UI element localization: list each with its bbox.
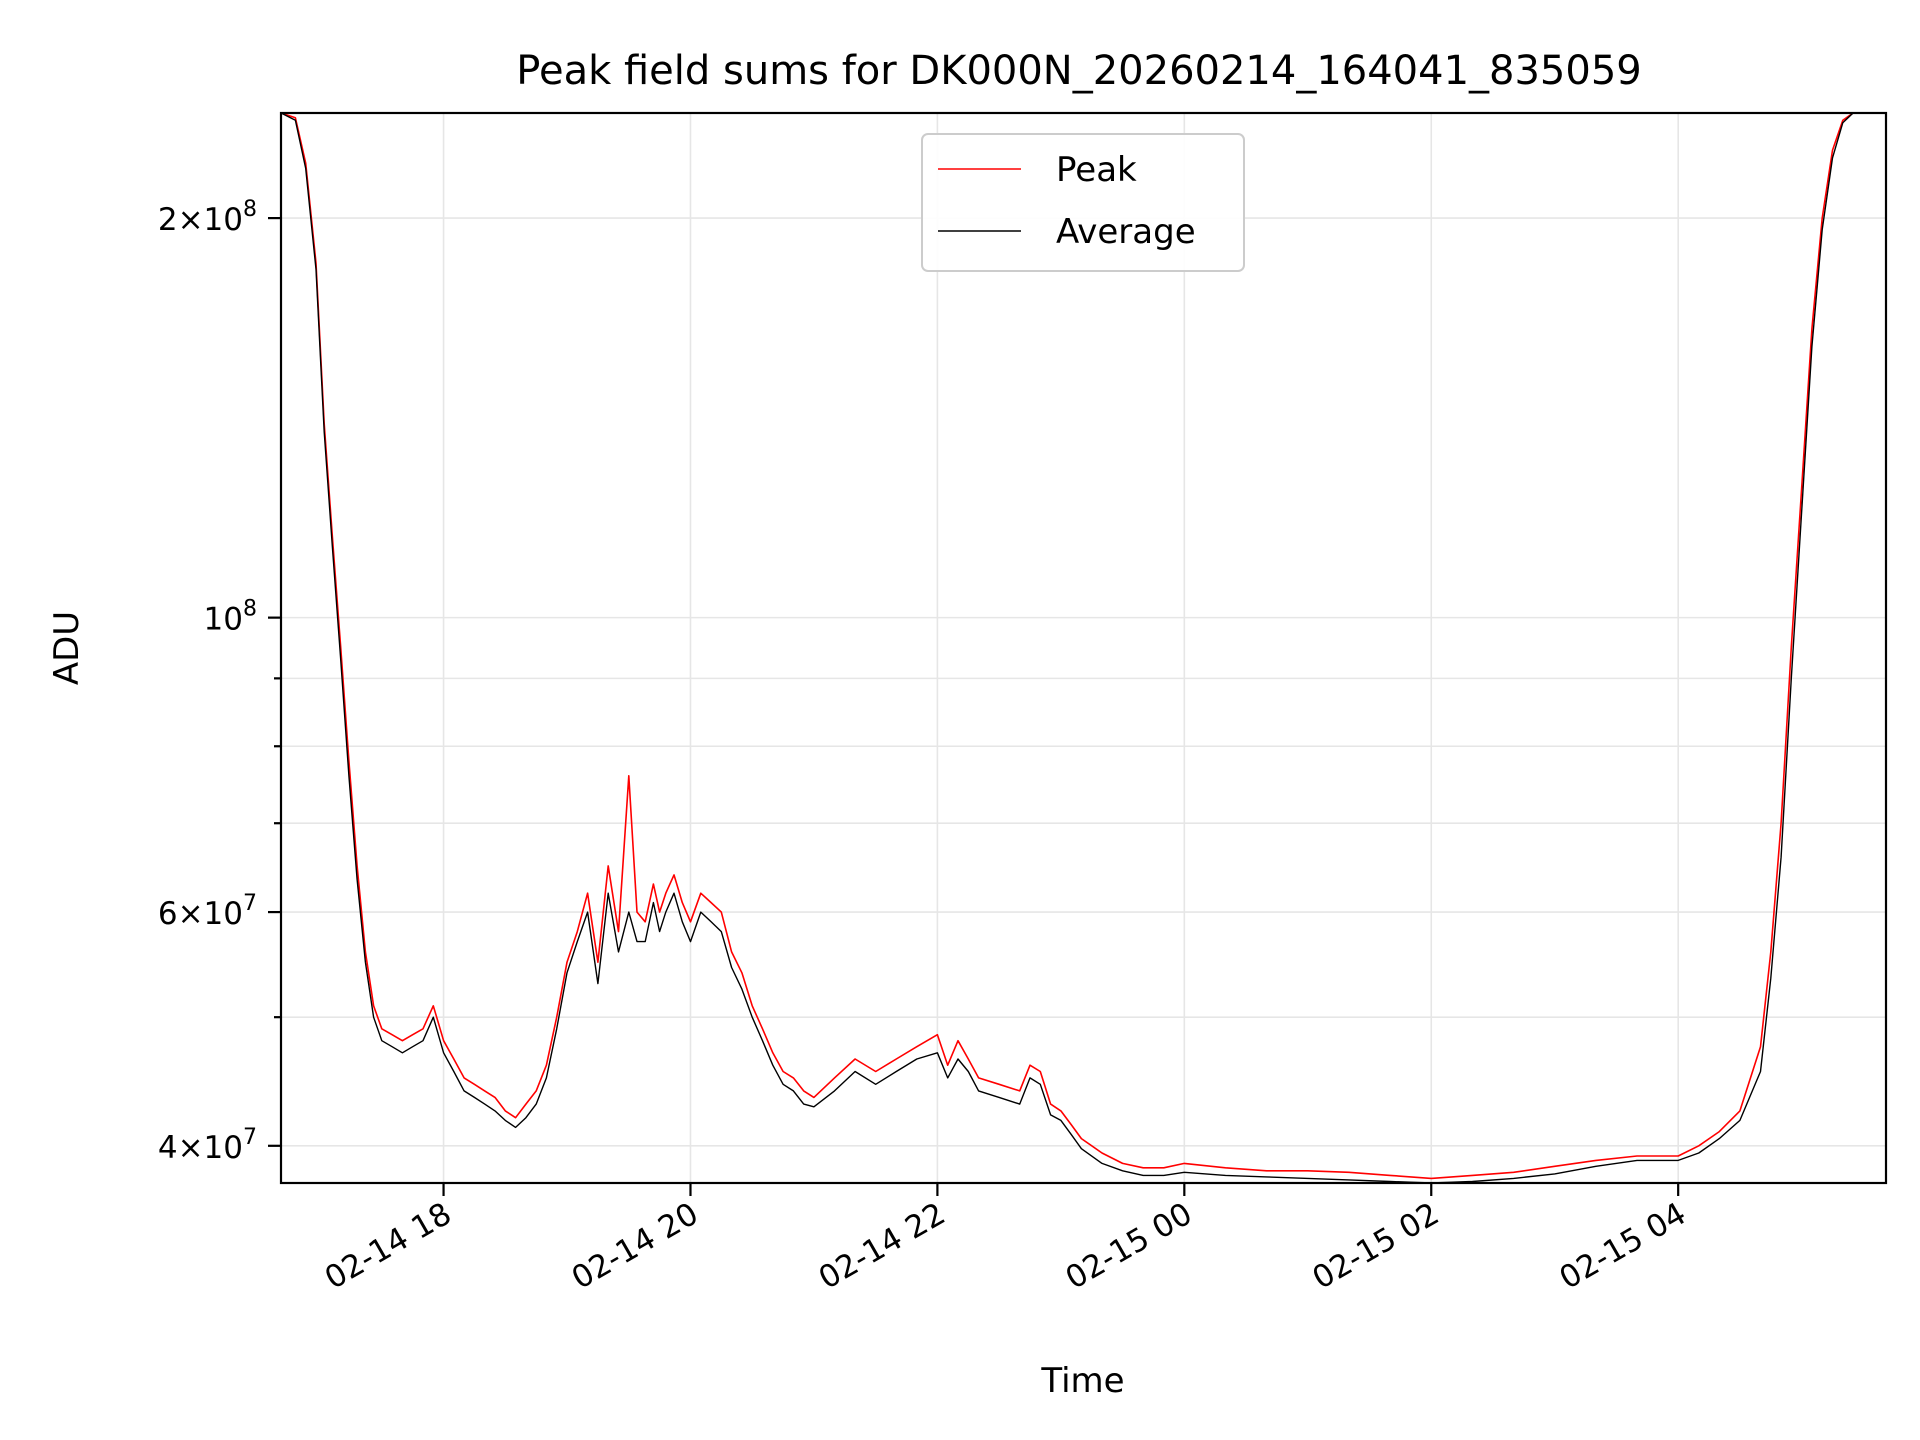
x-axis-label: Time: [1040, 1361, 1124, 1401]
x-tick-label: 02-14 18: [319, 1196, 458, 1297]
x-tick-label: 02-15 02: [1307, 1196, 1446, 1297]
y-tick-label: 6×107: [158, 891, 257, 932]
x-tick-label: 02-15 00: [1060, 1196, 1199, 1297]
y-tick-label: 2×108: [158, 197, 257, 238]
legend: Peak Average: [921, 133, 1245, 272]
plot-frame: [279, 111, 1888, 1185]
x-tick-label: 02-14 20: [566, 1196, 705, 1297]
legend-label-average: Average: [1056, 212, 1196, 252]
y-tick-label: 4×107: [158, 1125, 257, 1166]
series-lines: [281, 113, 1886, 1183]
y-axis-label: ADU: [47, 611, 87, 685]
grid-lines: [281, 113, 1886, 1183]
x-tick-label: 02-15 04: [1553, 1196, 1692, 1297]
y-tick-label: 108: [204, 597, 257, 638]
x-tick-label: 02-14 22: [813, 1196, 952, 1297]
series-line-peak: [281, 113, 1886, 1180]
chart-title: Peak field sums for DK000N_20260214_1640…: [516, 48, 1641, 94]
series-line-average: [281, 113, 1886, 1183]
legend-label-peak: Peak: [1056, 150, 1137, 190]
